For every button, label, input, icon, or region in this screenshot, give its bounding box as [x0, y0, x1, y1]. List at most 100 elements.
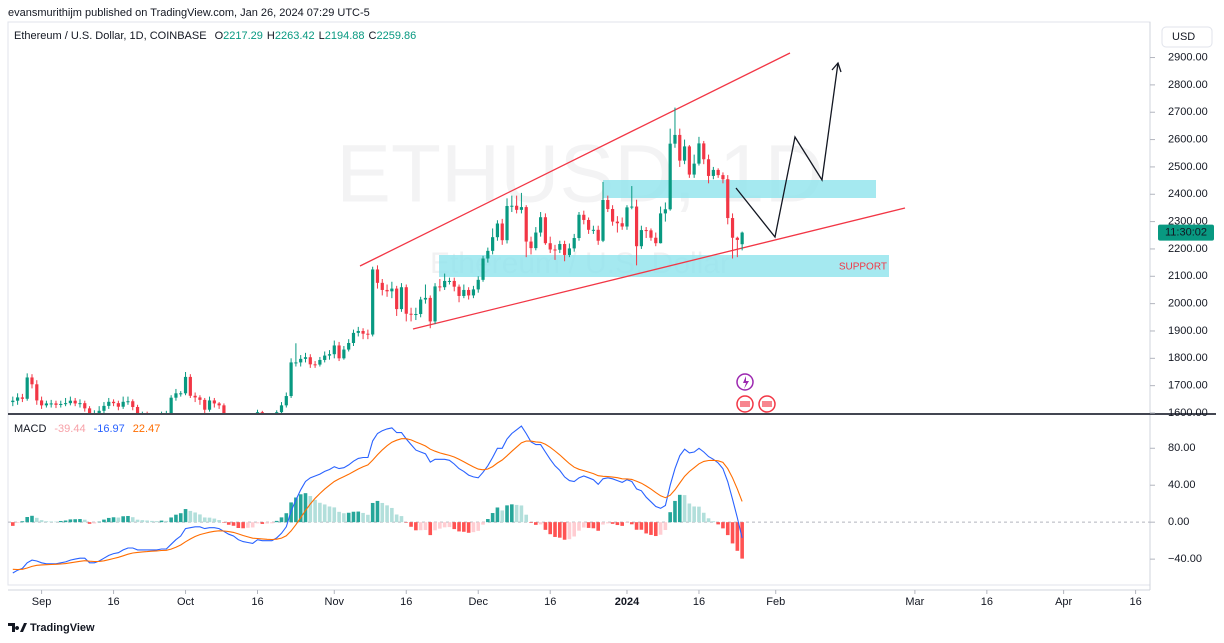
- y-tick-label: 2200.00: [1168, 243, 1208, 255]
- macd-histogram-bar: [356, 511, 361, 523]
- macd-histogram-bar: [615, 522, 620, 526]
- macd-histogram-bar: [495, 507, 500, 523]
- candle-body: [586, 219, 591, 230]
- candle-body: [303, 357, 308, 359]
- macd-histogram-bar: [265, 522, 269, 524]
- candle-body: [318, 359, 322, 365]
- candle-body: [193, 395, 197, 398]
- candle-body: [596, 229, 600, 241]
- candle-body: [462, 289, 466, 296]
- x-tick-label: 16: [251, 596, 263, 608]
- candle-body: [404, 287, 408, 314]
- macd-histogram-bar: [500, 510, 505, 523]
- macd-histogram-bar: [740, 522, 744, 559]
- macd-histogram-bar: [668, 512, 672, 523]
- macd-histogram-bar: [231, 522, 236, 526]
- candle-body: [433, 286, 437, 322]
- macd-histogram-bar: [706, 518, 711, 523]
- candle-body: [467, 289, 471, 296]
- macd-histogram-bar: [572, 522, 577, 537]
- candle-body: [409, 313, 413, 315]
- macd-histogram-bar: [462, 522, 466, 532]
- candle-body: [414, 314, 418, 316]
- macd-histogram-bar: [58, 520, 63, 523]
- projection-path: [735, 62, 839, 239]
- candle-body: [735, 237, 739, 240]
- y-tick-label: 2700.00: [1168, 106, 1208, 118]
- candle-body: [668, 143, 672, 210]
- macd-histogram-bar: [409, 522, 413, 527]
- candle-body: [207, 400, 212, 410]
- candle-body: [260, 412, 264, 413]
- currency-button[interactable]: [1161, 26, 1213, 48]
- candle-body: [385, 289, 389, 292]
- macd-histogram-bar: [711, 521, 716, 523]
- candle-body: [294, 362, 298, 364]
- candle-body: [491, 237, 495, 251]
- legend-text: Ethereum / U.S. Dollar, 1D, COINBASE O221…: [14, 30, 416, 42]
- x-tick-label: Nov: [325, 596, 345, 608]
- candle-body: [121, 401, 125, 407]
- macd-histogram-bar: [567, 522, 572, 540]
- candle-body: [380, 282, 384, 290]
- macd-histogram-bar: [366, 514, 370, 523]
- y-tick-label: 1800.00: [1168, 352, 1208, 364]
- macd-histogram-bar: [298, 494, 303, 523]
- y-tick-label: 2300.00: [1168, 216, 1208, 228]
- candle-body: [615, 221, 619, 224]
- macd-histogram-bar: [49, 521, 53, 523]
- candle-body: [212, 400, 216, 404]
- support-label: SUPPORT: [839, 262, 887, 273]
- candle-body: [203, 399, 207, 410]
- macd-histogram-bar: [399, 516, 404, 523]
- candle-body: [11, 400, 15, 403]
- y-tick-label: 1700.00: [1168, 380, 1208, 392]
- x-tick-label: Apr: [1055, 596, 1072, 608]
- macd-histogram-bar: [342, 513, 346, 523]
- macd-histogram-bar: [10, 522, 15, 526]
- macd-histogram-bar: [375, 500, 380, 523]
- candle-body: [567, 248, 572, 255]
- candle-body: [519, 207, 524, 210]
- macd-histogram-bar: [73, 519, 77, 523]
- macd-histogram-bar: [505, 505, 509, 523]
- currency-label[interactable]: USD: [1172, 31, 1195, 43]
- x-tick-label: 16: [1129, 596, 1141, 608]
- candle-body: [395, 288, 399, 310]
- macd-histogram-bar: [145, 520, 149, 523]
- candle-body: [663, 209, 667, 214]
- candle-body: [582, 214, 586, 220]
- candle-body: [102, 405, 106, 411]
- y-tick-label: 2000.00: [1168, 298, 1208, 310]
- candle-body: [505, 206, 509, 241]
- x-tick-label: 16: [400, 596, 412, 608]
- macd-histogram-bar: [380, 502, 385, 523]
- macd-histogram-bar: [337, 511, 341, 523]
- candle-body: [510, 205, 514, 207]
- candle-body: [366, 333, 370, 335]
- macd-histogram-bar: [591, 522, 596, 529]
- macd-histogram-bar: [697, 506, 701, 523]
- macd-histogram-bar: [716, 522, 720, 525]
- macd-legend-value: -16.97: [94, 423, 125, 435]
- macd-histogram-bar: [649, 522, 653, 535]
- macd-line: [12, 438, 743, 571]
- macd-histogram-bar: [106, 517, 111, 523]
- macd-histogram-bar: [241, 522, 245, 529]
- candle-body: [447, 280, 452, 282]
- candle-body: [361, 330, 365, 334]
- y-tick-label: 2800.00: [1168, 79, 1208, 91]
- candle-body: [49, 403, 53, 405]
- candle-body: [351, 332, 356, 344]
- brand-name: TradingView: [30, 622, 95, 634]
- candle-body: [601, 200, 605, 241]
- macd-legend-value: -39.44: [54, 423, 85, 435]
- x-tick-label: Mar: [905, 596, 924, 608]
- candle-body: [471, 289, 476, 296]
- macd-histogram-bar: [433, 522, 437, 531]
- macd-histogram-bar: [625, 522, 629, 523]
- candle-body: [327, 354, 332, 356]
- macd-histogram-bar: [169, 517, 173, 523]
- macd-histogram-bar: [116, 517, 121, 523]
